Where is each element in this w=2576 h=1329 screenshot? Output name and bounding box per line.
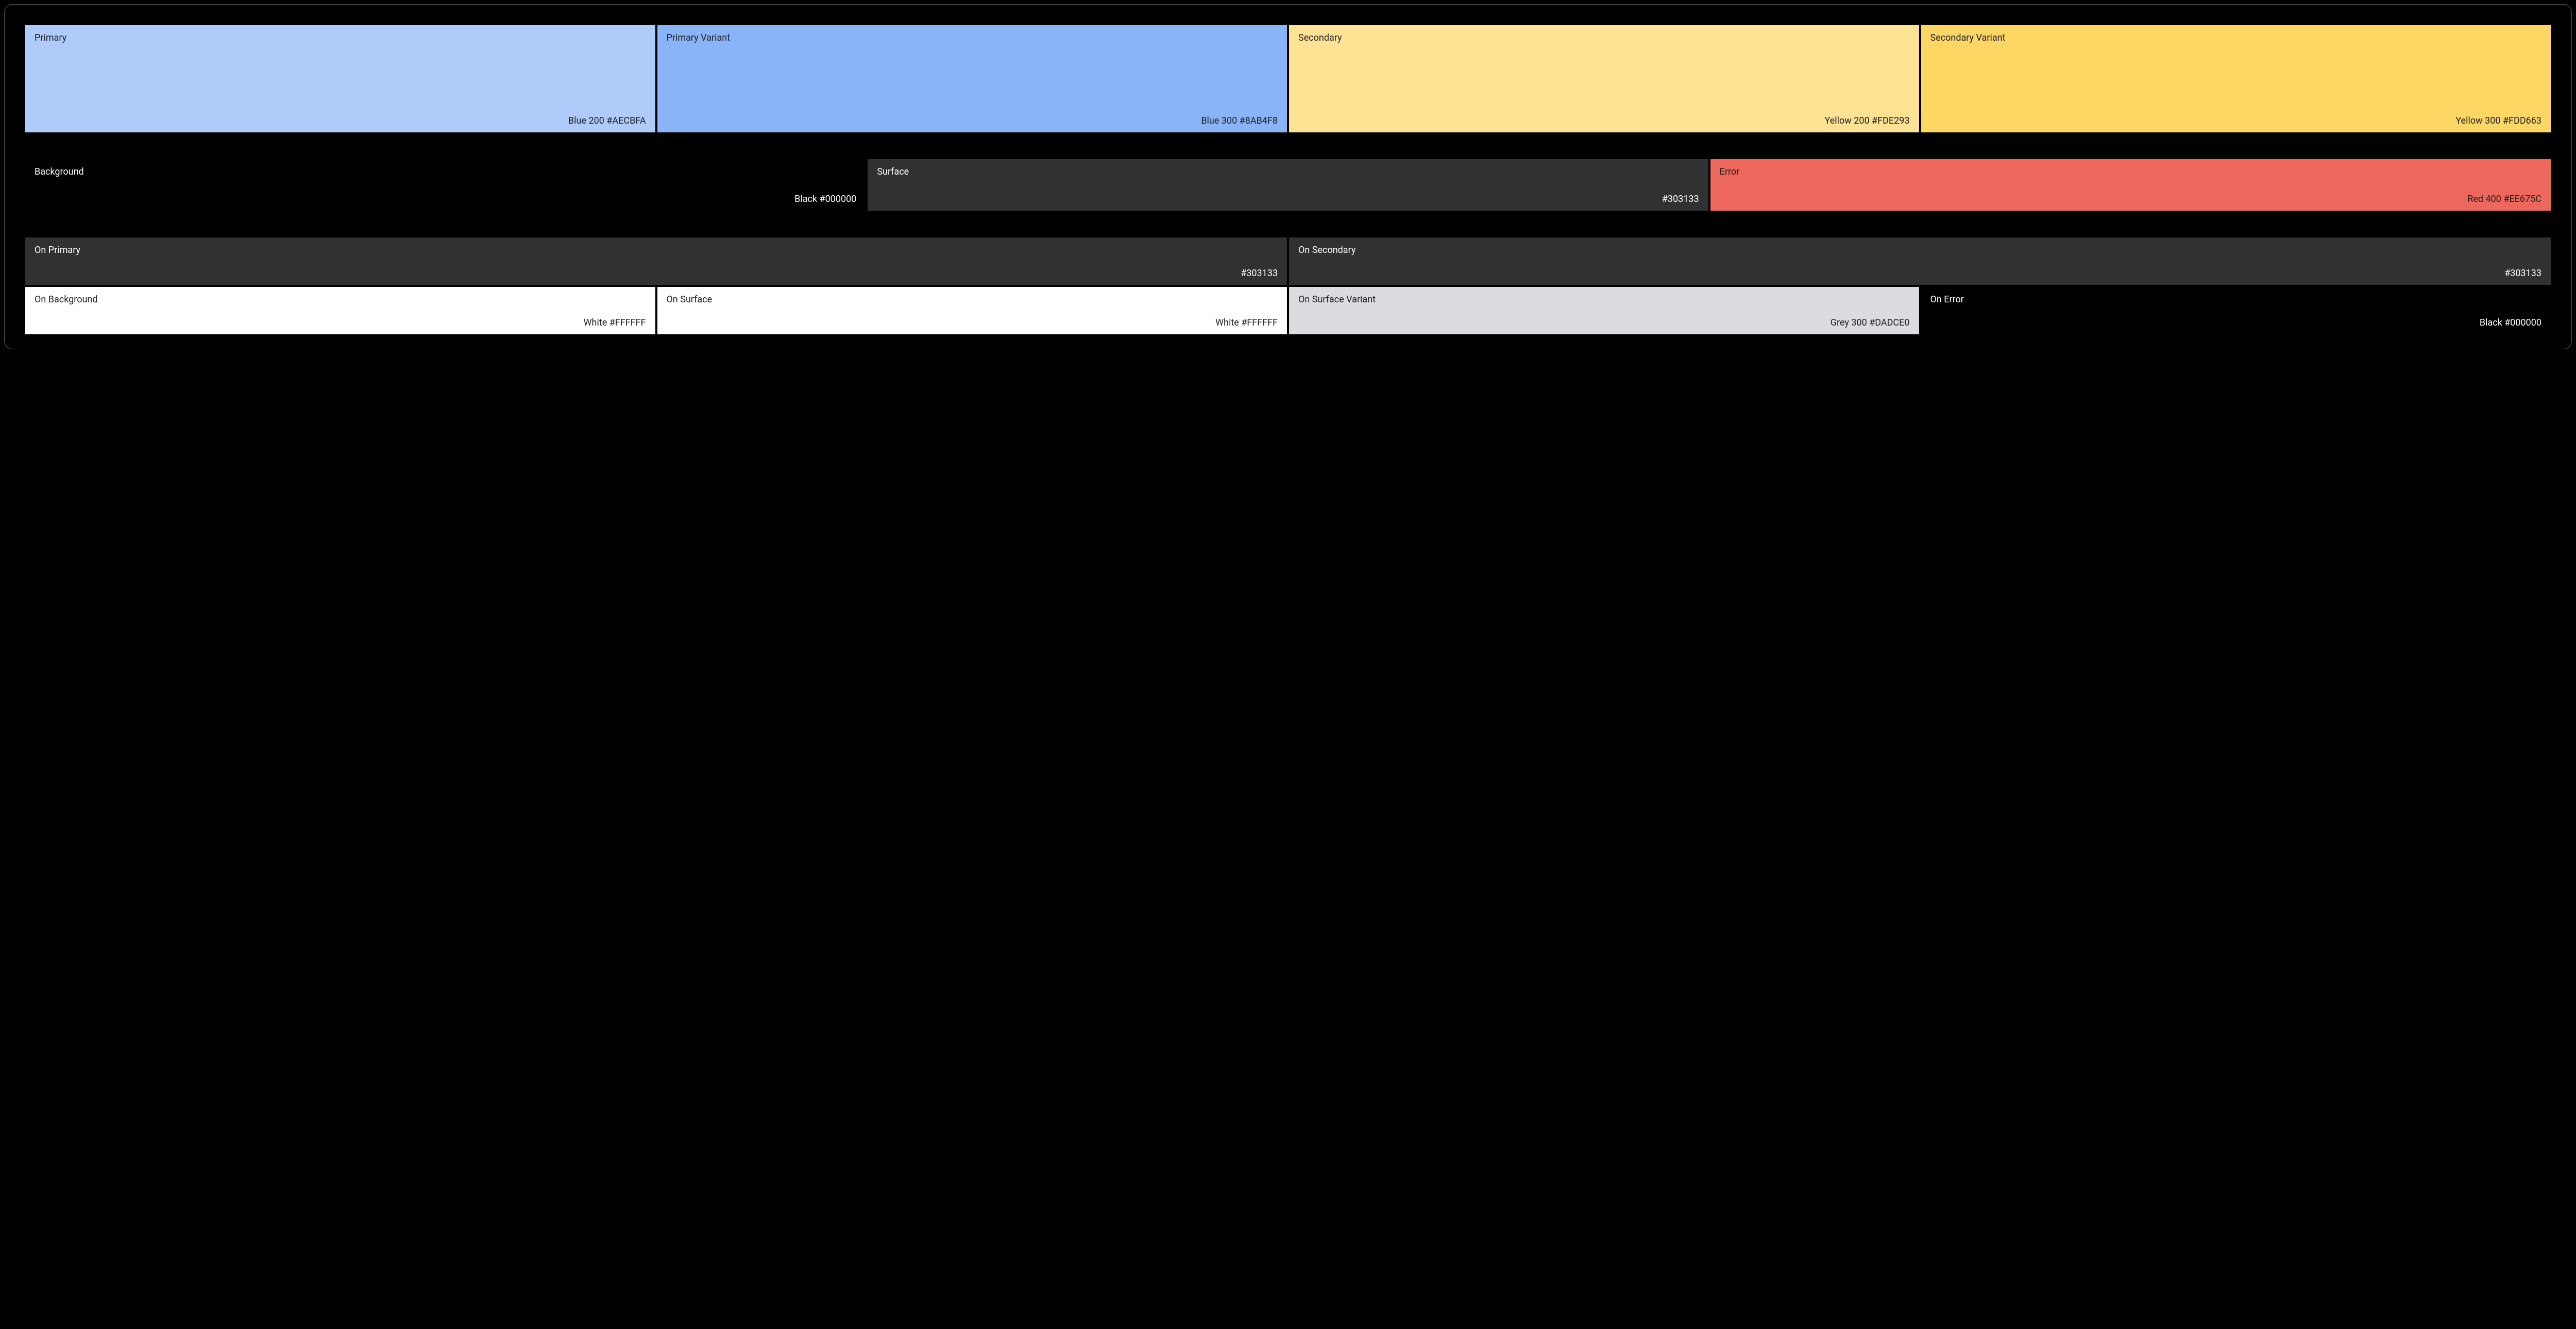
swatch-value: Grey 300 #DADCE0 — [1831, 317, 1910, 328]
swatch-primary-variant: Primary Variant Blue 300 #8AB4F8 — [657, 25, 1287, 132]
swatch-on-primary: On Primary #303133 — [25, 237, 1287, 285]
swatch-title: On Primary — [35, 245, 1278, 255]
swatch-title: Primary — [35, 32, 646, 43]
palette-frame: Primary Blue 200 #AECBFA Primary Variant… — [4, 4, 2572, 349]
swatch-primary: Primary Blue 200 #AECBFA — [25, 25, 655, 132]
swatch-value: #303133 — [1662, 194, 1699, 205]
swatch-value: Red 400 #EE675C — [2467, 194, 2541, 205]
swatch-secondary: Secondary Yellow 200 #FDE293 — [1289, 25, 1919, 132]
row-on-surface: On Background White #FFFFFF On Surface W… — [25, 287, 2551, 334]
swatch-value: Black #000000 — [794, 194, 856, 205]
swatch-value: White #FFFFFF — [584, 317, 646, 328]
swatch-value: Blue 300 #8AB4F8 — [1201, 115, 1278, 126]
swatch-value: Yellow 200 #FDE293 — [1824, 115, 1909, 126]
swatch-title: On Error — [1930, 294, 2542, 305]
swatch-on-secondary: On Secondary #303133 — [1289, 237, 2551, 285]
swatch-value: Yellow 300 #FDD663 — [2455, 115, 2541, 126]
row-primary: Primary Blue 200 #AECBFA Primary Variant… — [25, 25, 2551, 132]
swatch-title: On Surface — [667, 294, 1278, 305]
swatch-title: On Surface Variant — [1298, 294, 1910, 305]
swatch-background: Background Black #000000 — [25, 159, 866, 211]
swatch-value: White #FFFFFF — [1215, 317, 1278, 328]
swatch-on-background: On Background White #FFFFFF — [25, 287, 655, 334]
row-surface: Background Black #000000 Surface #303133… — [25, 159, 2551, 211]
swatch-on-surface-variant: On Surface Variant Grey 300 #DADCE0 — [1289, 287, 1919, 334]
swatch-title: Error — [1720, 166, 2541, 177]
swatch-title: Background — [35, 166, 856, 177]
swatch-surface: Surface #303133 — [868, 159, 1708, 211]
swatch-on-surface: On Surface White #FFFFFF — [657, 287, 1287, 334]
swatch-on-error: On Error Black #000000 — [1921, 287, 2551, 334]
swatch-title: Surface — [877, 166, 1699, 177]
swatch-value: #303133 — [1241, 268, 1278, 279]
swatch-value: Black #000000 — [2480, 317, 2541, 328]
swatch-title: Secondary — [1298, 32, 1910, 43]
row-on-primary: On Primary #303133 On Secondary #303133 — [25, 237, 2551, 285]
swatch-title: On Background — [35, 294, 646, 305]
swatch-value: #303133 — [2504, 268, 2541, 279]
swatch-error: Error Red 400 #EE675C — [1710, 159, 2551, 211]
swatch-secondary-variant: Secondary Variant Yellow 300 #FDD663 — [1921, 25, 2551, 132]
swatch-title: Primary Variant — [667, 32, 1278, 43]
swatch-title: On Secondary — [1298, 245, 2541, 255]
swatch-title: Secondary Variant — [1930, 32, 2542, 43]
swatch-value: Blue 200 #AECBFA — [568, 115, 646, 126]
